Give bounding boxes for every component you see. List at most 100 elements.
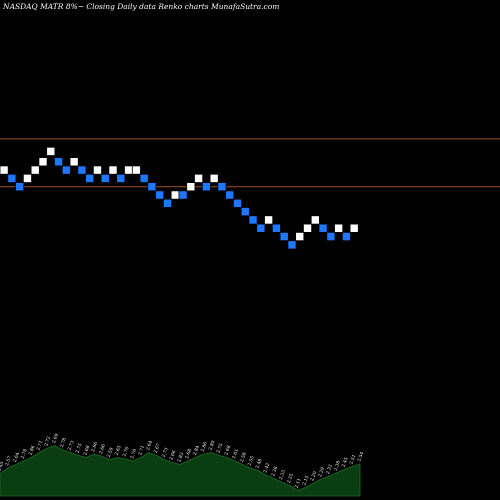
volume-label: 2.33 (278, 469, 287, 481)
volume-label: 2.69 (51, 433, 60, 445)
renko-brick-up (194, 173, 204, 183)
volume-label: 2.57 (4, 455, 13, 467)
renko-brick-down (147, 182, 157, 192)
renko-brick-down (116, 173, 126, 183)
volume-label: 2.11 (294, 477, 303, 489)
renko-brick-down (15, 182, 25, 192)
renko-brick-down (232, 198, 242, 208)
volume-label: 2.25 (286, 473, 295, 485)
volume-label: 2.80 (208, 440, 217, 452)
volume-label: 2.42 (262, 462, 271, 474)
renko-brick-up (46, 146, 56, 156)
renko-bricks (0, 146, 359, 250)
reference-lines (0, 138, 500, 188)
renko-brick-down (240, 207, 250, 217)
renko-brick-down (100, 173, 110, 183)
renko-brick-down (178, 190, 188, 200)
renko-brick-down (256, 223, 266, 233)
renko-brick-down (7, 173, 17, 183)
renko-brick-up (22, 173, 32, 183)
renko-brick-up (349, 223, 359, 233)
volume-label: 2.68 (184, 448, 193, 460)
renko-brick-up (186, 182, 196, 192)
renko-brick-up (170, 190, 180, 200)
renko-brick-up (69, 157, 79, 167)
renko-brick-down (61, 165, 71, 175)
renko-brick-up (295, 231, 305, 242)
renko-brick-down (77, 165, 87, 175)
volume-area (0, 445, 361, 497)
renko-brick-up (334, 223, 344, 233)
volume-label: 2.75 (75, 442, 84, 454)
volume-label: 2.15 (301, 475, 310, 487)
volume-label: 2.71 (35, 440, 44, 452)
volume-label: 2.66 (168, 449, 177, 461)
volume-label: 2.66 (90, 441, 99, 453)
renko-brick-up (30, 165, 40, 175)
volume-label: 2.68 (82, 445, 91, 457)
volume-label: 2.45 (341, 456, 350, 468)
volume-label: 2.78 (59, 437, 68, 449)
renko-brick-down (326, 231, 336, 242)
renko-brick-down (162, 198, 172, 208)
renko-brick-down (85, 173, 95, 183)
renko-brick-up (108, 165, 118, 175)
volume-label: 2.86 (200, 441, 209, 453)
renko-brick-up (310, 215, 320, 225)
volume-label: 2.72 (43, 435, 52, 447)
renko-brick-down (271, 223, 281, 233)
volume-label: 2.20 (309, 470, 318, 482)
renko-brick-up (0, 165, 9, 175)
renko-brick-down (225, 190, 235, 200)
volume-label: 2.48 (255, 458, 264, 470)
renko-brick-down (217, 182, 227, 192)
renko-brick-up (92, 165, 102, 175)
volume-label: 2.38 (270, 466, 279, 478)
volume-label: 2.84 (192, 445, 201, 457)
volume-label: 2.73 (67, 440, 76, 452)
volume-label: 2.70 (129, 448, 138, 460)
volume-label: 2.68 (223, 445, 232, 457)
volume-label: 2.83 (176, 452, 185, 464)
volume-label: 2.29 (317, 466, 326, 478)
volume-label: 2.59 (106, 447, 115, 459)
volume-label: 2.58 (239, 452, 248, 464)
volume-label: 2.76 (121, 446, 130, 458)
volume-label: 2.75 (215, 442, 224, 454)
volume-label: 2.45 (0, 461, 5, 473)
renko-brick-up (124, 165, 134, 175)
renko-brick-up (38, 157, 48, 167)
renko-brick-down (279, 231, 289, 242)
volume-label: 2.86 (28, 445, 37, 457)
renko-brick-down (318, 223, 328, 233)
renko-brick-down (201, 182, 211, 192)
renko-brick-up (131, 165, 141, 175)
renko-brick-down (248, 215, 258, 225)
renko-brick-down (341, 231, 351, 242)
volume-label: 2.51 (348, 454, 357, 466)
volume-label: 2.65 (114, 445, 123, 457)
volume-label: 2.66 (98, 443, 107, 455)
volume-label: 2.64 (12, 452, 21, 464)
volume-label: 2.55 (247, 455, 256, 467)
renko-brick-up (264, 215, 274, 225)
volume-label: 2.61 (231, 448, 240, 460)
volume-labels: 2.452.57 2.64 2.78 2.86 2.71 2.72 2.69 2.78 2.73… (0, 433, 365, 489)
renko-brick-up (209, 173, 219, 183)
volume-label: 2.67 (153, 442, 162, 454)
renko-brick-down (139, 173, 149, 183)
volume-label: 2.54 (356, 451, 365, 463)
renko-brick-down (54, 157, 64, 167)
volume-label: 2.71 (137, 445, 146, 457)
volume-label: 2.32 (325, 463, 334, 475)
volume-label: 2.64 (145, 440, 154, 452)
renko-brick-up (303, 223, 313, 233)
renko-brick-down (287, 240, 297, 250)
volume-label: 2.78 (20, 448, 29, 460)
volume-label: 2.38 (333, 460, 342, 472)
chart-title: NASDAQ MATR 8%~ Closing Daily data Renko… (2, 2, 279, 11)
volume-label: 2.73 (161, 447, 170, 459)
renko-brick-down (155, 190, 165, 200)
